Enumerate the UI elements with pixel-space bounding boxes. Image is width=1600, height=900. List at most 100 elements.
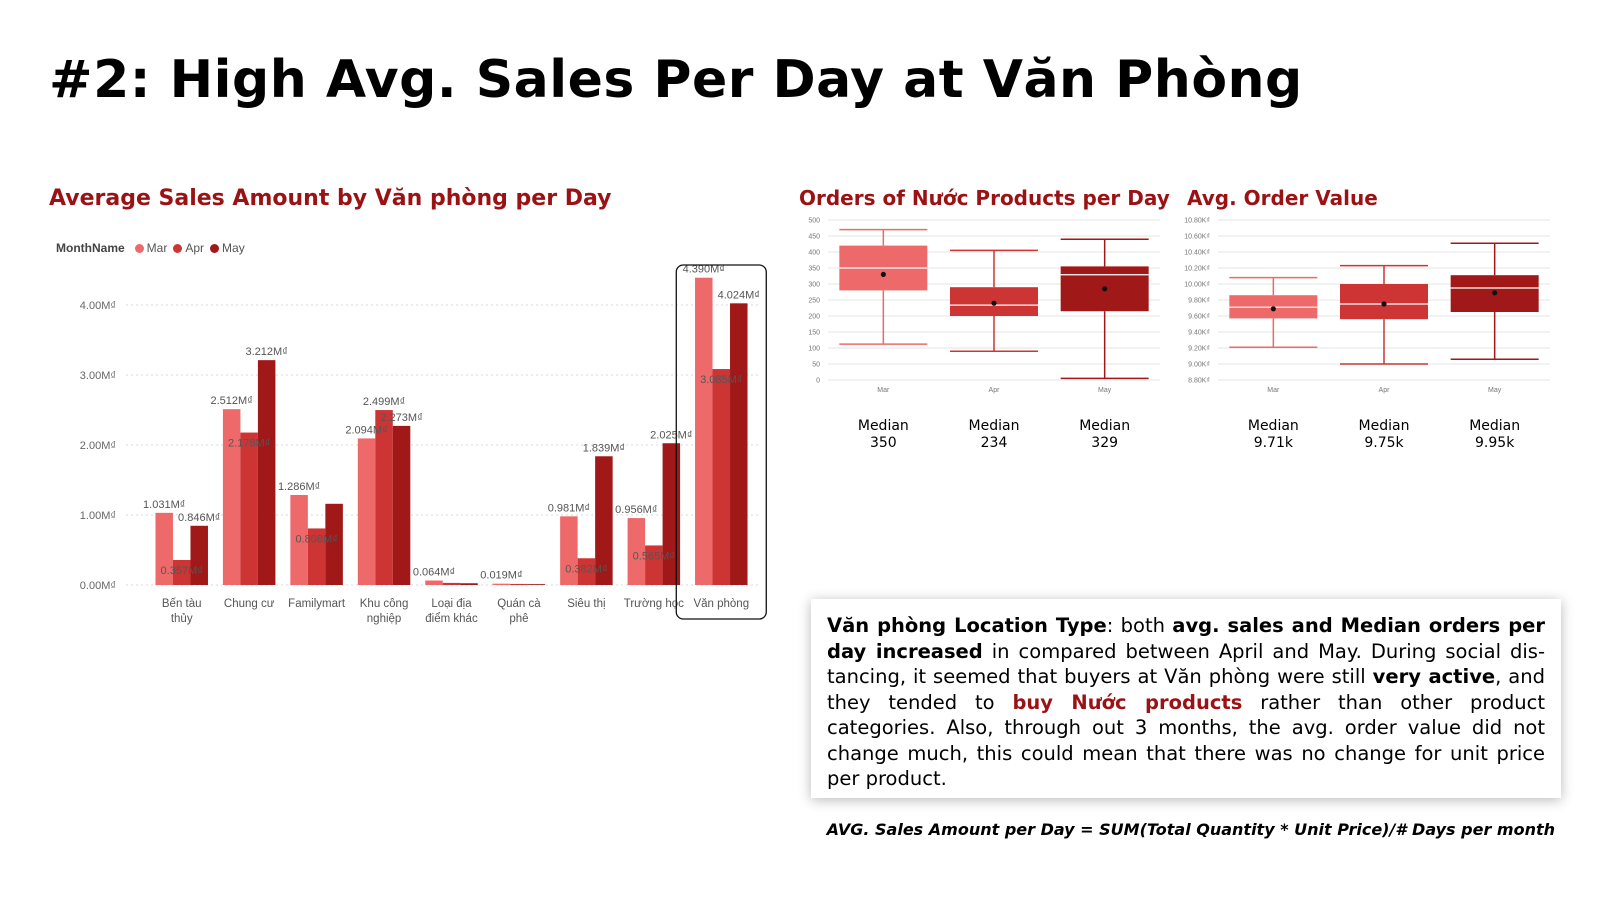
insight-text-3: , and they tended to (827, 665, 1545, 714)
bar-mar (627, 518, 646, 585)
y-tick-label: 3.00M₫ (80, 370, 116, 382)
legend-label-mar: Mar (146, 241, 168, 255)
y-tick-label: 9.20K₫ (1188, 346, 1210, 353)
median-caption: Median (857, 418, 909, 434)
insight-text-1: : both (1106, 614, 1173, 637)
legend-label-may: May (222, 241, 245, 255)
legend-swatch-may (210, 243, 220, 253)
insight-text-2: in compared between April and May. Durin… (827, 639, 1545, 689)
x-tick-label: Văn phòng (693, 598, 749, 610)
mean-marker (880, 271, 886, 277)
bar-mar (222, 409, 241, 585)
bar-mar (695, 277, 713, 585)
bar-may (527, 584, 546, 585)
y-tick-label: 10.40K₫ (1184, 250, 1210, 257)
median-caption: Median (1247, 418, 1299, 434)
insight-subject: Văn phòng Location Type (827, 614, 1107, 637)
y-tick-label: 9.40K₫ (1188, 330, 1210, 337)
bar-may (190, 525, 208, 585)
x-tick-label: Khu công nghiệp (360, 598, 409, 625)
data-label: 4.390M₫ (683, 264, 725, 276)
insight-text-4: rather than other product categories. Al… (827, 690, 1546, 791)
y-tick-label: 2.00M₫ (80, 440, 116, 452)
bar-apr (240, 432, 258, 585)
order-value-boxplot: 8.80K₫ 9.00K₫ 9.20K₫ 9.40K₫ 9.60K₫ 9.80K₫ 10.0… (1184, 218, 1550, 394)
y-tick-label: 0 (816, 378, 820, 385)
bar-apr (577, 558, 596, 585)
median-value: 329 (1091, 435, 1119, 451)
mean-marker (1102, 286, 1108, 292)
x-tick-label: Trường học (624, 598, 684, 610)
bar-mar (290, 494, 308, 585)
y-tick-label: 1.00M₫ (80, 510, 116, 522)
y-tick-label: 10.20K₫ (1184, 266, 1210, 273)
data-label: 2.512M₫ (210, 395, 252, 407)
data-label: 3.085M₫ (700, 374, 742, 386)
median-label: Median 9.95k (1450, 418, 1540, 452)
data-label: 0.382M₫ (565, 563, 607, 575)
bar-chart-legend: MonthName Mar Apr May (56, 241, 245, 255)
median-value: 9.71k (1253, 435, 1293, 451)
data-label: 0.019M₫ (480, 570, 522, 582)
insight-emphasis-2: very active (1372, 665, 1496, 688)
y-tick-label: 9.80K₫ (1188, 298, 1210, 305)
median-label: Median 9.75k (1339, 418, 1429, 452)
data-label: 1.286M₫ (278, 481, 320, 493)
data-label: 0.064M₫ (413, 567, 455, 579)
order-value-boxplot-title: Avg. Order Value (1187, 186, 1378, 210)
bar-apr (510, 583, 528, 585)
y-tick-label: 9.00K₫ (1188, 362, 1210, 369)
bar-chart: 0.00M₫ 1.00M₫ 2.00M₫ 3.00M₫ 4.00M₫ 1.031M₫ 0.3… (80, 264, 767, 625)
median-label: Median 9.71k (1228, 418, 1318, 452)
data-label: 0.981M₫ (548, 502, 590, 514)
y-tick-label: 150 (808, 330, 820, 337)
x-tick-label: Quán cà phê (497, 598, 541, 625)
legend-item-may[interactable]: May (210, 241, 245, 255)
y-tick-label: 100 (808, 346, 820, 353)
data-label: 2.273M₫ (380, 412, 422, 424)
bar-apr (645, 545, 663, 585)
y-tick-label: 10.80K₫ (1184, 218, 1210, 225)
data-label: 0.808M₫ (295, 533, 337, 545)
x-tick-label: Chung cư (224, 598, 275, 610)
legend-label-apr: Apr (185, 241, 205, 255)
data-label: 4.024M₫ (718, 289, 760, 301)
mean-marker (1492, 290, 1498, 296)
insight-highlight: buy Nước products (1012, 690, 1243, 714)
median-caption: Median (1358, 418, 1410, 434)
legend-swatch-apr (173, 243, 183, 253)
highlight-frame (675, 264, 767, 620)
y-tick-label: 10.60K₫ (1184, 234, 1210, 241)
orders-boxplot-title: Orders of Nước Products per Day (799, 186, 1170, 210)
data-label: 0.565M₫ (633, 550, 675, 562)
x-tick-label: May (1488, 387, 1502, 394)
bar-may (595, 456, 613, 585)
data-label: 2.025M₫ (650, 429, 692, 441)
bar-may (460, 583, 478, 585)
slide-title: #2: High Avg. Sales Per Day at Văn Phòng (49, 50, 1303, 110)
bar-may (662, 443, 681, 585)
bar-may (392, 425, 411, 585)
x-tick-label: Apr (1379, 387, 1391, 394)
data-label: 3.212M₫ (245, 346, 287, 358)
bar-apr (712, 369, 731, 585)
legend-item-apr[interactable]: Apr (173, 241, 204, 255)
legend-item-mar[interactable]: Mar (134, 241, 168, 255)
data-label: 2.094M₫ (345, 424, 387, 436)
y-tick-label: 4.00M₫ (80, 300, 116, 312)
y-tick-label: 500 (808, 218, 820, 225)
data-label: 0.357M₫ (161, 565, 203, 577)
y-tick-label: 50 (812, 362, 820, 369)
bar-mar (357, 438, 376, 585)
x-tick-label: Familymart (288, 598, 346, 610)
median-value: 9.95k (1475, 435, 1515, 451)
x-tick-label: Bến tàu thủy (162, 598, 202, 625)
data-label: 2.499M₫ (363, 396, 405, 408)
x-tick-label: Loại địa điểm khác (425, 598, 478, 625)
median-value: 350 (869, 435, 897, 451)
median-value: 9.75k (1364, 435, 1404, 451)
y-tick-label: 250 (808, 298, 820, 305)
bar-may (730, 303, 748, 585)
bar-mar (155, 512, 173, 585)
bar-apr (307, 528, 326, 585)
